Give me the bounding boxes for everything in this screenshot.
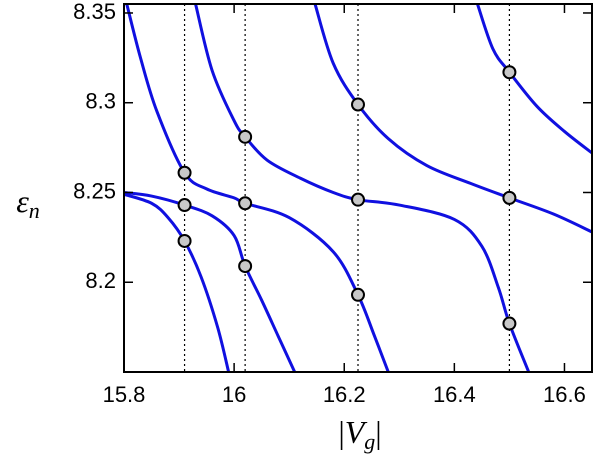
x-tick-label: 16.6 xyxy=(543,382,586,407)
marker xyxy=(502,65,517,80)
marker xyxy=(238,259,253,274)
y-tick-label: 8.35 xyxy=(73,0,116,24)
y-tick-label: 8.3 xyxy=(85,89,116,114)
y-axis-label: εn xyxy=(16,183,40,223)
marker xyxy=(177,233,192,248)
x-tick-label: 15.8 xyxy=(103,382,146,407)
y-tick-label: 8.2 xyxy=(85,268,116,293)
y-label-part: ε xyxy=(16,183,29,219)
curve xyxy=(313,4,592,234)
marker xyxy=(177,165,192,180)
y-tick-label: 8.25 xyxy=(73,178,116,203)
curve xyxy=(124,190,297,372)
curve xyxy=(125,4,390,372)
curve xyxy=(124,192,231,372)
x-label-part: | xyxy=(375,414,381,450)
x-label-part: g xyxy=(364,429,375,454)
x-label-part: | xyxy=(338,414,344,450)
marker xyxy=(238,196,253,211)
x-axis-label: |Vg| xyxy=(338,414,381,454)
marker xyxy=(177,198,192,213)
y-label-part: n xyxy=(29,198,40,223)
x-label-part: V xyxy=(345,414,368,450)
curve xyxy=(194,4,531,372)
x-tick-label: 16.4 xyxy=(433,382,476,407)
curve xyxy=(476,4,592,155)
x-tick-label: 16 xyxy=(222,382,246,407)
plot-frame xyxy=(123,3,593,373)
marker xyxy=(351,192,365,207)
marker xyxy=(238,129,253,144)
marker xyxy=(351,287,365,302)
marker xyxy=(502,190,517,205)
marker xyxy=(351,97,365,112)
marker xyxy=(502,316,517,331)
x-tick-label: 16.2 xyxy=(323,382,366,407)
